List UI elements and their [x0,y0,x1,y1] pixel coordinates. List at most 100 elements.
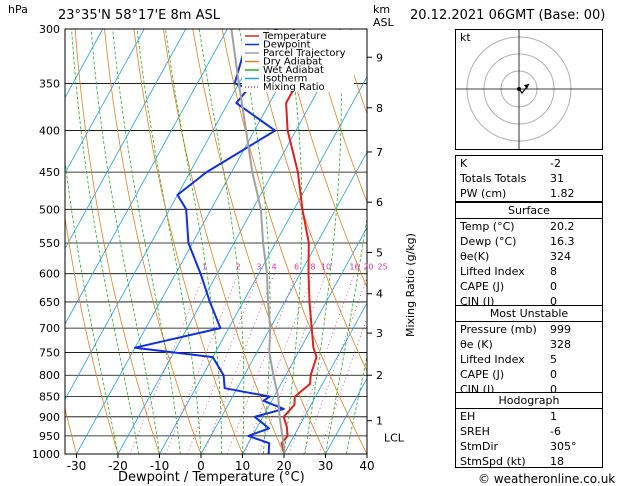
pressure-tick-label: 800 [39,369,60,382]
x-tick-label: 20 [276,459,291,473]
wet-adiabat-line [71,29,140,454]
stat-row-pw: PW (cm) 1.82 [460,187,575,200]
indices-panel: K -2 Totals Totals 31 PW (cm) 1.82 [455,155,603,202]
datetime-label: 20.12.2021 06GMT (Base: 00) [410,8,606,23]
wet-adiabat-line [304,29,342,454]
hodo-row: SREH -6 [460,425,561,438]
km-tick-label: 3 [376,327,383,340]
dewpoint-series-line [134,29,285,454]
dry-adiabat-line [310,29,367,203]
temperature-series-line [280,29,318,454]
mixing-ratio-axis-title: Mixing Ratio (g/kg) [404,233,417,337]
mixing-ratio-line [129,273,205,454]
surface-title: Surface [456,203,602,219]
pressure-tick-label: 900 [39,411,60,424]
pressure-tick-label: 600 [39,268,60,281]
wet-adiabat-line [283,29,303,454]
legend-entry: Temperature [262,31,326,42]
isotherm-line [65,29,145,174]
km-tick-label: 7 [376,146,383,159]
mixing-ratio-label: 4 [272,263,277,272]
hodograph-title: Hodograph [456,393,602,409]
mu-row: CAPE (J) 0 [460,368,557,381]
hodograph-plot [456,30,602,149]
mixing-ratio-line [288,273,355,454]
surface-row: Dewp (°C) 16.3 [460,235,575,248]
x-tick-label: -30 [67,459,87,473]
mixing-ratio-line [165,273,239,454]
km-tick-label: 2 [376,369,383,382]
hodo-row: StmDir 305° [460,440,577,453]
dry-adiabat-line [104,29,202,454]
hpa-unit-label: hPa [8,3,28,16]
x-tick-label: 10 [235,459,250,473]
lcl-label: LCL [384,432,405,445]
pressure-tick-label: 400 [39,125,60,138]
pressure-tick-label: 1000 [32,448,60,461]
isotherm-line [65,29,228,325]
mixing-ratio-label: 25 [378,263,388,272]
pressure-tick-label: 500 [39,203,60,216]
dry-adiabat-line [74,29,160,454]
wet-adiabat-line [112,29,181,454]
hodograph-stats-panel: Hodograph EH 1 SREH -6 StmDir 305° StmSpd (… [455,392,603,468]
surface-row: Temp (°C) 20.2 [460,220,575,233]
mixing-ratio-label: 2 [236,263,241,272]
x-axis-title: Dewpoint / Temperature (°C) [118,470,305,485]
mixing-ratio-line [226,273,297,454]
dry-adiabat-line [133,29,243,454]
mixing-ratio-line [203,273,275,454]
plot-frame [64,28,368,455]
km-tick-label: 8 [376,102,383,115]
wet-adiabat-line [239,29,271,454]
pressure-tick-label: 700 [39,322,60,335]
mixing-ratio-label: 6 [294,263,299,272]
km-tick-label: 4 [376,288,383,301]
pressure-tick-label: 850 [39,391,60,404]
asl-unit-label: ASL [373,16,394,29]
x-tick-label: -20 [108,459,128,473]
mixing-ratio-line [318,316,367,454]
wet-adiabat-line [65,157,119,454]
copyright-label: © weatheronline.co.uk [478,472,616,486]
surface-panel: Surface Temp (°C) 20.2 Dewp (°C) 16.3 θe(K… [455,202,603,308]
wet-adiabat-line [198,29,245,454]
pressure-tick-label: 550 [39,237,60,250]
mixing-ratio-label: 1 [202,263,207,272]
isotherm-line [325,377,367,454]
mixing-ratio-line [186,273,260,454]
stat-row-k: K -2 [460,157,561,170]
isotherm-line [159,75,367,454]
mixing-ratio-label: 8 [310,263,315,272]
mixing-ratio-line [258,273,327,454]
pressure-tick-label: 450 [39,166,60,179]
hodo-row: StmSpd (kt) 18 [460,455,564,468]
x-tick-label: 40 [359,459,374,473]
legend-box [242,30,354,92]
mixing-ratio-label: 10 [321,263,331,272]
isotherm-line [65,29,270,401]
surface-row: θe(K) 324 [460,250,571,263]
wet-adiabat-line [325,215,367,454]
hodograph-panel: kt [455,29,603,150]
stat-row-totals: Totals Totals 31 [460,172,564,185]
dry-adiabat-line [192,29,326,454]
dry-adiabat-line [251,29,367,373]
x-tick-label: 0 [197,459,205,473]
isotherm-line [65,29,187,250]
mixing-ratio-line [244,273,314,454]
dry-adiabat-line [65,215,119,454]
location-label: 23°35'N 58°17'E 8m ASL [58,8,220,23]
legend-entry: Dewpoint [263,40,311,51]
surface-row: CAPE (J) 0 [460,280,557,293]
mixing-ratio-label: 16 [349,263,359,272]
km-tick-label: 9 [376,51,383,64]
surface-row: Lifted Index 8 [460,265,557,278]
parcel-series-line [230,29,286,454]
surface-row: CIN (J) 0 [460,295,557,308]
most-unstable-panel: Most Unstable Pressure (mb) 999 θe (K) 328… [455,305,603,396]
wet-adiabat-line [136,29,202,454]
hodograph-kt-label: kt [460,31,471,44]
legend-entry: Dry Adiabat [263,57,322,68]
